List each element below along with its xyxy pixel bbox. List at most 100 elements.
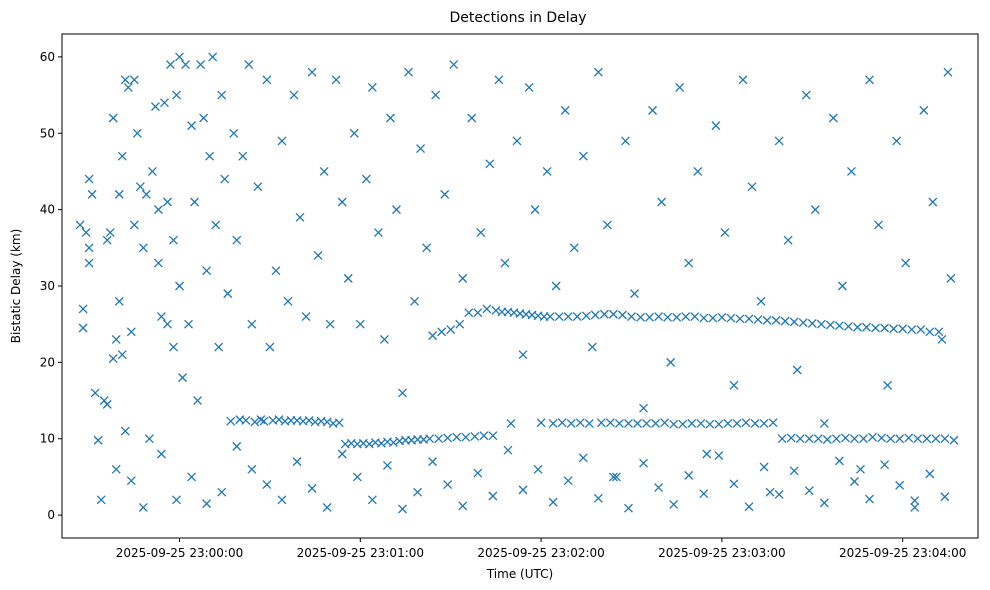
detection-marker: [940, 492, 950, 502]
detection-marker: [726, 313, 736, 323]
detection-marker: [84, 243, 94, 253]
detection-marker: [319, 166, 329, 176]
detection-marker: [735, 314, 745, 324]
detection-marker: [533, 464, 543, 474]
detection-marker: [367, 495, 377, 505]
detection-marker: [789, 466, 799, 476]
detection-marker: [163, 197, 172, 207]
detection-marker: [307, 483, 317, 493]
detection-marker: [491, 305, 501, 315]
detection-marker: [141, 189, 151, 199]
detection-marker: [657, 197, 667, 207]
detection-marker: [208, 52, 218, 62]
detection-marker: [940, 434, 950, 444]
detection-marker: [819, 418, 829, 428]
detection-marker: [651, 418, 661, 428]
y-tick-label: 20: [40, 355, 55, 369]
detection-marker: [108, 354, 118, 364]
detection-marker: [919, 105, 929, 115]
y-axis-ticks: 0 10 20 30 40 50 60: [40, 50, 62, 522]
detection-marker: [102, 235, 112, 245]
detection-marker: [361, 174, 371, 184]
detection-marker: [856, 464, 865, 474]
detection-marker: [575, 418, 585, 428]
detection-marker: [410, 296, 419, 306]
detection-marker: [545, 312, 555, 322]
detection-marker: [313, 250, 323, 260]
detection-marker: [699, 489, 709, 499]
detection-marker: [759, 418, 769, 428]
detection-marker: [874, 220, 884, 230]
detection-marker: [738, 75, 748, 85]
detection-marker: [105, 228, 115, 238]
detection-marker: [774, 136, 784, 146]
detection-marker: [645, 312, 655, 322]
detection-marker: [428, 457, 438, 467]
detection-marker: [494, 75, 504, 85]
detection-marker: [247, 319, 257, 329]
detection-marker: [756, 296, 766, 306]
detection-marker: [271, 266, 281, 276]
detection-marker: [126, 476, 136, 486]
detection-marker: [804, 486, 814, 496]
detection-marker: [93, 435, 103, 445]
detection-marker: [744, 502, 754, 512]
detection-marker: [81, 228, 91, 238]
detection-marker: [473, 308, 483, 318]
detection-marker: [147, 166, 157, 176]
detection-marker: [865, 494, 874, 504]
detection-marker: [78, 323, 88, 333]
x-axis-ticks: 2025-09-25 23:00:00 2025-09-25 23:01:00 20…: [116, 538, 966, 560]
detection-marker: [711, 121, 721, 131]
detection-marker: [593, 67, 603, 77]
detection-marker: [578, 151, 588, 161]
detection-marker: [871, 323, 881, 333]
detection-marker: [687, 418, 697, 428]
detection-marker: [431, 90, 441, 100]
detection-marker: [843, 322, 853, 331]
detection-marker: [440, 189, 450, 199]
detection-marker: [536, 418, 546, 428]
detection-marker: [404, 67, 413, 77]
detection-marker: [253, 182, 263, 192]
y-tick-label: 50: [40, 126, 55, 140]
detection-marker: [729, 479, 739, 489]
detection-marker: [834, 321, 844, 331]
detection-marker: [259, 416, 269, 426]
detection-marker: [422, 243, 432, 253]
y-tick-label: 10: [40, 432, 55, 446]
detection-marker: [705, 419, 715, 429]
detection-marker: [702, 449, 712, 459]
detection-marker: [349, 128, 359, 138]
detection-marker: [675, 82, 685, 92]
detection-marker: [928, 197, 938, 207]
detection-marker: [434, 434, 444, 444]
detection-marker: [759, 462, 769, 472]
detection-marker: [630, 289, 639, 299]
x-tick-label: 2025-09-25 23:02:00: [477, 546, 604, 560]
detection-marker: [379, 334, 389, 344]
detection-marker: [904, 433, 914, 443]
detection-marker: [922, 434, 932, 444]
detection-marker: [557, 418, 567, 428]
detection-marker: [708, 313, 718, 323]
detection-marker: [840, 433, 850, 443]
detection-marker: [382, 460, 392, 470]
detection-marker: [503, 445, 513, 455]
detection-marker: [669, 499, 679, 509]
detection-marker: [654, 483, 664, 493]
detection-marker: [910, 502, 920, 512]
detection-marker: [934, 327, 944, 337]
detection-marker: [795, 434, 805, 444]
detection-marker: [202, 266, 212, 276]
detection-marker: [352, 472, 362, 482]
detection-marker: [780, 316, 790, 326]
detection-marker: [669, 419, 679, 429]
detection-marker: [663, 312, 673, 322]
detection-marker: [678, 419, 688, 429]
detection-marker: [880, 323, 890, 333]
detection-marker: [723, 418, 733, 428]
detection-marker: [584, 418, 594, 428]
detection-marker: [388, 438, 398, 448]
